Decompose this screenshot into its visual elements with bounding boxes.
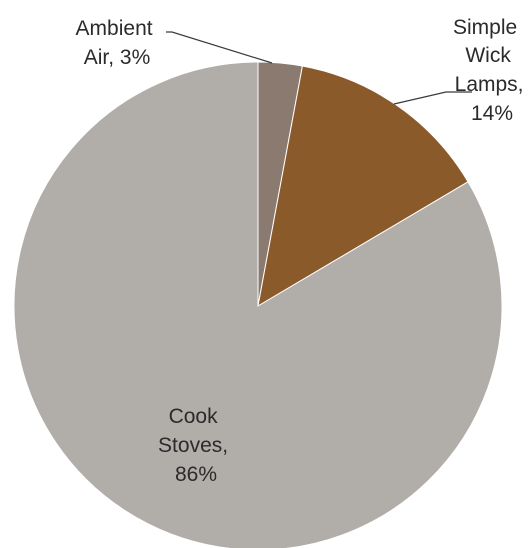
slice-simple-wick-lamps [257, 65, 469, 307]
leader-lines [166, 31, 472, 105]
slice-cook-stoves [13, 61, 503, 548]
leader-line-ambient-air [166, 31, 273, 64]
leader-line-simple-wick-lamps [393, 91, 472, 105]
label-cook-stoves: Cook Stoves, 86% [158, 405, 234, 486]
pie-slices [13, 61, 503, 548]
label-ambient-air: Ambient Air, 3% [76, 17, 159, 69]
label-simple-wick-lamps: Simple Wick Lamps, 14% [453, 16, 529, 125]
